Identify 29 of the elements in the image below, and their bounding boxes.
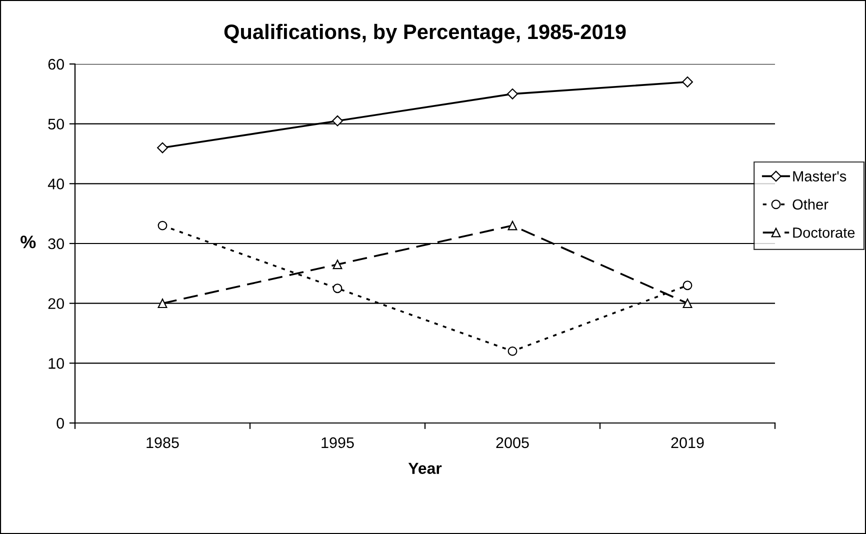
x-tick-label: 1995 bbox=[322, 437, 354, 448]
point bbox=[682, 280, 692, 290]
point bbox=[332, 115, 343, 126]
point bbox=[508, 346, 518, 356]
x-tick-label: 2005 bbox=[496, 437, 529, 448]
y-tick-label: 50 bbox=[48, 118, 64, 130]
point bbox=[158, 220, 168, 230]
y-tick-label: 0 bbox=[56, 418, 64, 429]
point bbox=[332, 260, 342, 270]
legend-label: Other bbox=[792, 198, 828, 210]
y-tick-label: 30 bbox=[48, 238, 64, 250]
y-tick-label: 40 bbox=[48, 178, 64, 190]
x-axis-title: Year bbox=[408, 462, 442, 474]
x-tick-label: 2019 bbox=[671, 437, 704, 448]
legend-label: Master's bbox=[793, 171, 846, 182]
y-axis-title: % bbox=[20, 236, 36, 248]
point bbox=[158, 298, 168, 308]
y-tick-label: 60 bbox=[48, 58, 64, 70]
x-tick-label: 1985 bbox=[146, 437, 179, 448]
point bbox=[332, 284, 342, 294]
point bbox=[682, 76, 693, 88]
point bbox=[157, 142, 168, 154]
legend-label: Doctorate bbox=[793, 228, 855, 238]
y-tick-label: 20 bbox=[48, 298, 64, 310]
y-tick-label: 10 bbox=[48, 358, 64, 369]
point bbox=[507, 88, 518, 100]
point bbox=[508, 220, 518, 230]
chart-title: Qualifications, by Percentage, 1985-2019 bbox=[224, 24, 626, 44]
point bbox=[682, 298, 692, 308]
